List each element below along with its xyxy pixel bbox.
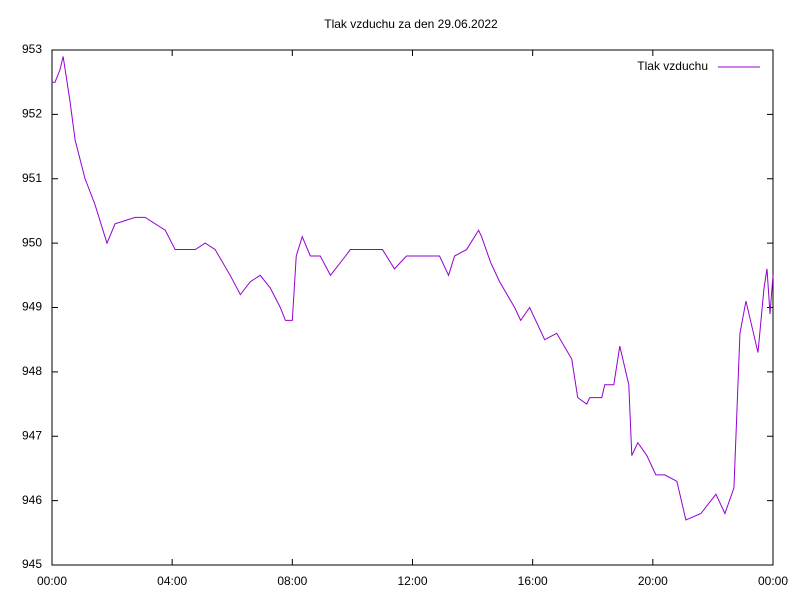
y-tick-label: 953 <box>22 42 42 56</box>
data-line <box>52 56 774 521</box>
y-tick-label: 949 <box>22 300 42 314</box>
y-tick-label: 950 <box>22 235 42 249</box>
x-tick-label: 08:00 <box>277 574 307 588</box>
x-tick-label: 20:00 <box>638 574 668 588</box>
y-tick-label: 947 <box>22 428 42 442</box>
x-tick-label: 00:00 <box>758 574 788 588</box>
x-tick-label: 12:00 <box>397 574 427 588</box>
x-tick-label: 16:00 <box>518 574 548 588</box>
chart-title: Tlak vzduchu za den 29.06.2022 <box>324 17 498 31</box>
y-tick-label: 948 <box>22 364 42 378</box>
legend-label: Tlak vzduchu <box>637 59 708 73</box>
x-tick-label: 00:00 <box>37 574 67 588</box>
y-tick-label: 945 <box>22 557 42 571</box>
y-tick-label: 952 <box>22 107 42 121</box>
y-tick-label: 946 <box>22 493 42 507</box>
plot-border <box>51 49 774 566</box>
y-tick-label: 951 <box>22 171 42 185</box>
x-tick-label: 04:00 <box>157 574 187 588</box>
